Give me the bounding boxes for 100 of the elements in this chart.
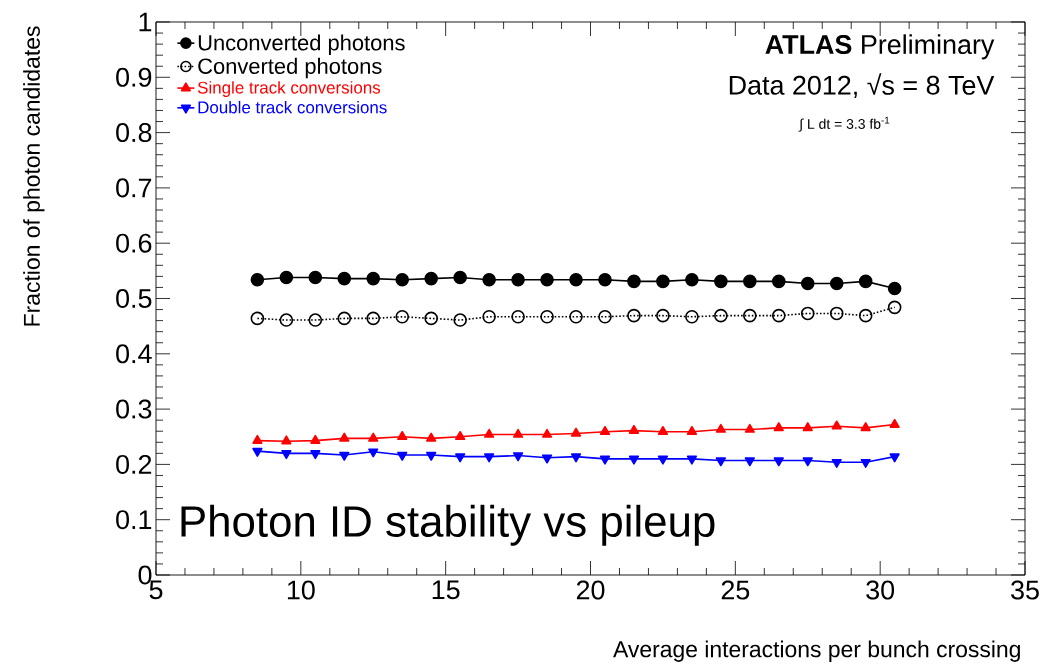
point (715, 457, 726, 467)
point (337, 311, 352, 326)
y-tick-label: 1 (139, 12, 152, 32)
point (802, 422, 813, 432)
point (540, 272, 554, 287)
point (250, 311, 265, 326)
point (773, 457, 784, 467)
legend-label: Converted photons (198, 57, 382, 79)
point (800, 306, 815, 321)
point (483, 428, 495, 438)
point (453, 270, 467, 285)
point (685, 309, 699, 324)
point (455, 430, 466, 441)
x-tick-label: 30 (866, 580, 895, 600)
point (424, 271, 438, 286)
point (887, 300, 902, 315)
point (453, 313, 467, 327)
y-tick-label: 0.1 (116, 510, 152, 530)
y-tick-label: 0.7 (116, 178, 152, 198)
x-tick-label: 15 (432, 580, 460, 600)
point (483, 453, 495, 463)
point (802, 457, 813, 467)
annotation: ∫ L dt = 3.3 fb$^{-1}$ (798, 116, 890, 132)
point (339, 451, 350, 461)
point (540, 309, 554, 324)
y-tick-label: 0.2 (116, 454, 152, 474)
legend-label: Single track conversions (197, 81, 381, 97)
point (569, 309, 583, 324)
point (860, 458, 871, 468)
point (279, 270, 294, 285)
point (339, 432, 350, 442)
point (598, 309, 612, 324)
x-tick-label: 25 (721, 580, 750, 600)
point (860, 422, 871, 432)
point (426, 432, 437, 442)
point (771, 308, 786, 323)
point (310, 434, 321, 444)
point (743, 308, 757, 323)
point (627, 274, 641, 289)
x-tick-label: 35 (1011, 580, 1039, 600)
point (714, 274, 728, 289)
point (252, 447, 263, 457)
point (308, 313, 323, 327)
point (511, 272, 525, 287)
point (368, 448, 379, 458)
x-axis-title: Average interactions per bunch crossing (613, 640, 1020, 662)
legend-label: Unconverted photons (198, 34, 405, 55)
point (512, 428, 524, 438)
point (279, 313, 294, 327)
point (569, 272, 583, 287)
point (744, 423, 755, 433)
point (657, 455, 669, 465)
point (598, 272, 612, 287)
point (337, 271, 352, 286)
point (656, 308, 670, 323)
y-tick-label: 0.3 (116, 399, 152, 419)
point (657, 425, 669, 436)
x-tick-label: 10 (287, 580, 315, 600)
point (686, 425, 698, 436)
point (829, 306, 844, 321)
point (308, 270, 323, 285)
annotation: Data 2012, √s = 8 TeV (729, 73, 995, 98)
point (858, 308, 873, 323)
annotation: ATLAS Preliminary (765, 34, 995, 60)
point (656, 274, 670, 289)
annotation: Photon ID stability vs pileup (181, 504, 715, 546)
point (831, 420, 842, 430)
point (685, 272, 699, 287)
point (889, 453, 900, 463)
point (858, 274, 873, 289)
point (800, 276, 815, 291)
point (714, 308, 728, 323)
point (541, 454, 553, 464)
point (743, 274, 757, 289)
point (482, 309, 496, 324)
point (397, 451, 408, 461)
point (889, 418, 900, 428)
point (397, 430, 408, 441)
y-tick-label: 0.9 (116, 67, 152, 87)
y-tick-label: 0.6 (116, 233, 152, 253)
point (831, 458, 842, 468)
point (395, 309, 410, 324)
point (395, 272, 410, 287)
point (887, 281, 902, 296)
point (686, 455, 698, 465)
point (281, 450, 292, 460)
point (744, 457, 755, 467)
point (628, 424, 640, 434)
point (366, 311, 381, 326)
point (426, 451, 437, 461)
y-axis-title: Fraction of photon candidates (23, 26, 45, 326)
point (424, 311, 438, 326)
point (252, 434, 263, 444)
point (250, 272, 265, 287)
y-tick-label: 0.5 (116, 288, 152, 309)
point (310, 450, 321, 460)
point (455, 453, 466, 463)
point (627, 308, 641, 323)
point (570, 453, 582, 463)
point (771, 274, 786, 289)
